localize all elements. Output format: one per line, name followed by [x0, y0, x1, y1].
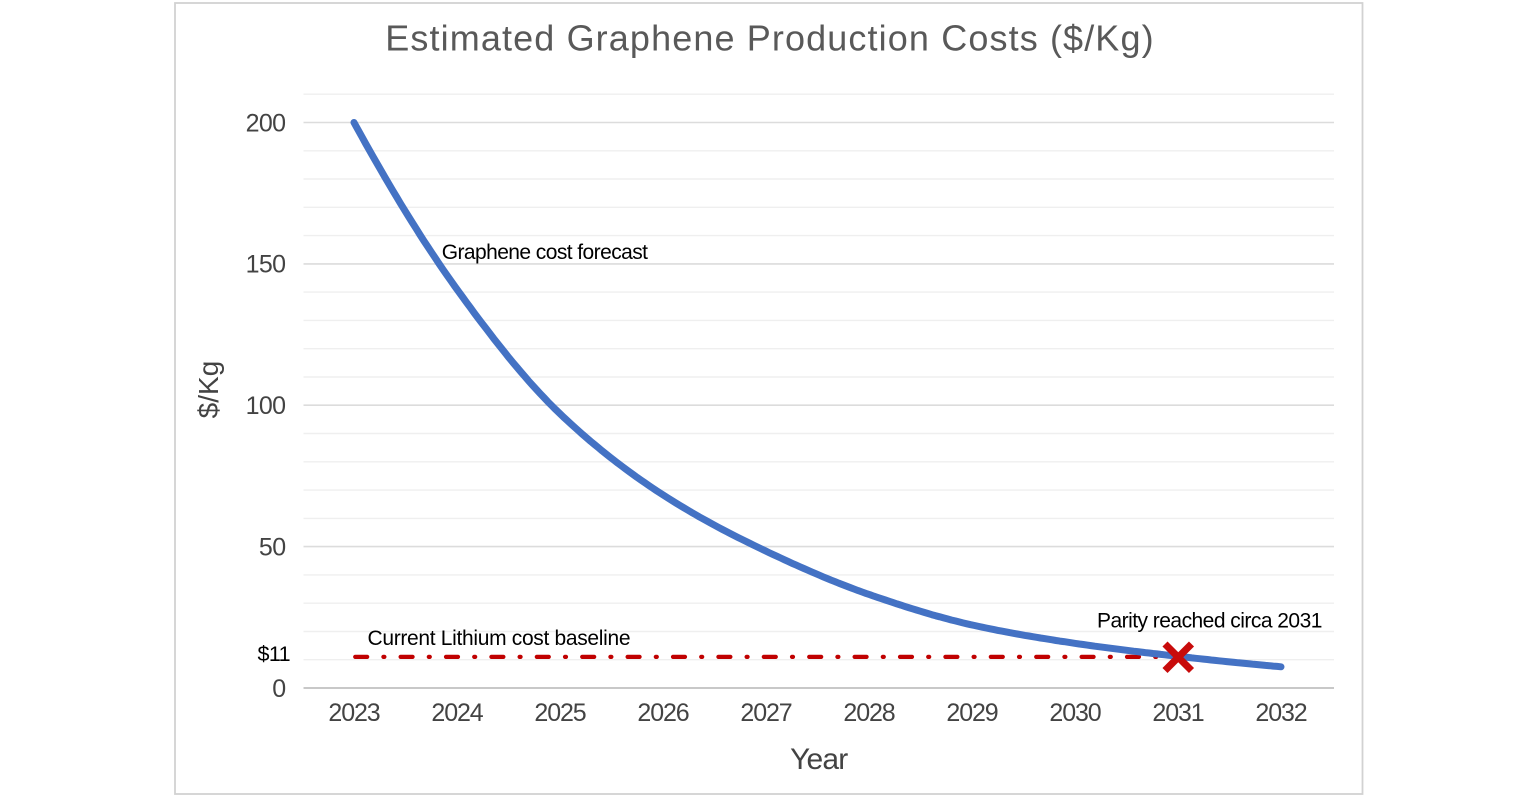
svg-text:2028: 2028	[843, 699, 894, 727]
svg-text:$/Kg: $/Kg	[193, 361, 224, 419]
svg-text:Year: Year	[790, 743, 848, 776]
svg-text:0: 0	[272, 675, 285, 703]
svg-text:2025: 2025	[534, 699, 585, 727]
svg-text:2023: 2023	[328, 699, 379, 727]
svg-text:150: 150	[246, 250, 286, 278]
svg-text:Current Lithium cost baseline: Current Lithium cost baseline	[368, 627, 631, 650]
svg-text:2032: 2032	[1255, 699, 1306, 727]
svg-text:Graphene cost forecast: Graphene cost forecast	[442, 241, 648, 264]
svg-text:2031: 2031	[1152, 699, 1203, 727]
svg-text:2024: 2024	[431, 699, 483, 727]
svg-text:100: 100	[246, 392, 286, 420]
svg-text:$11: $11	[258, 642, 290, 666]
svg-text:2027: 2027	[740, 699, 791, 727]
svg-text:2030: 2030	[1049, 699, 1100, 727]
svg-text:50: 50	[259, 533, 286, 561]
svg-text:2026: 2026	[637, 699, 688, 727]
svg-text:200: 200	[246, 109, 286, 137]
svg-text:Estimated Graphene Production: Estimated Graphene Production Costs ($/K…	[385, 18, 1154, 59]
svg-text:2029: 2029	[946, 699, 997, 727]
svg-text:Parity reached circa 2031: Parity reached circa 2031	[1097, 610, 1322, 633]
